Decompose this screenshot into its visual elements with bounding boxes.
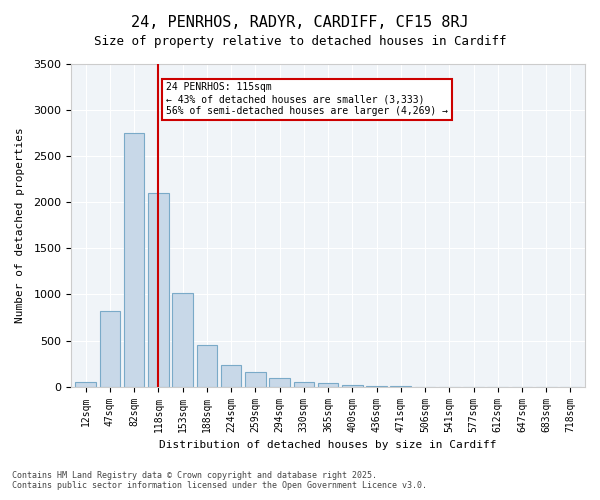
- Bar: [76, 382, 96, 386]
- Bar: [293, 382, 314, 386]
- Bar: [221, 366, 241, 386]
- Bar: [124, 133, 145, 386]
- Bar: [269, 378, 290, 386]
- Bar: [342, 385, 362, 386]
- Text: Contains HM Land Registry data © Crown copyright and database right 2025.
Contai: Contains HM Land Registry data © Crown c…: [12, 470, 427, 490]
- Text: 24, PENRHOS, RADYR, CARDIFF, CF15 8RJ: 24, PENRHOS, RADYR, CARDIFF, CF15 8RJ: [131, 15, 469, 30]
- Y-axis label: Number of detached properties: Number of detached properties: [15, 128, 25, 323]
- Bar: [172, 292, 193, 386]
- Text: Size of property relative to detached houses in Cardiff: Size of property relative to detached ho…: [94, 35, 506, 48]
- Text: 24 PENRHOS: 115sqm
← 43% of detached houses are smaller (3,333)
56% of semi-deta: 24 PENRHOS: 115sqm ← 43% of detached hou…: [166, 82, 448, 116]
- Bar: [318, 384, 338, 386]
- Bar: [245, 372, 266, 386]
- Bar: [100, 311, 120, 386]
- Bar: [197, 345, 217, 387]
- X-axis label: Distribution of detached houses by size in Cardiff: Distribution of detached houses by size …: [160, 440, 497, 450]
- Bar: [148, 193, 169, 386]
